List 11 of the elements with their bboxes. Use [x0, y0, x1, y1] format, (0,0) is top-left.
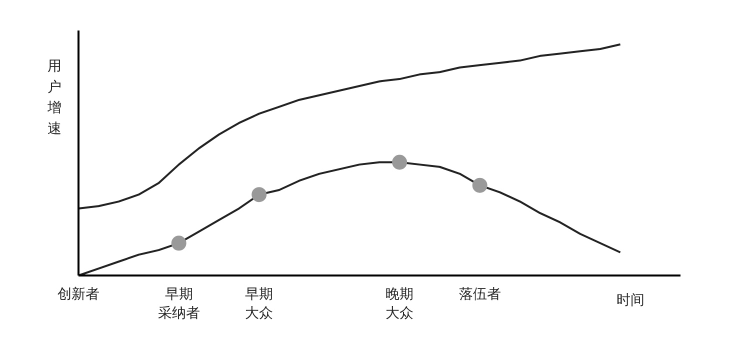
x-tick-label: 晚期大众: [386, 286, 414, 322]
point: [252, 187, 267, 202]
point: [171, 236, 186, 251]
x-axis-title: 时间: [616, 292, 644, 308]
y-axis-title: 用户增速: [46, 58, 62, 137]
x-tick-label: 创新者: [58, 286, 100, 302]
point: [392, 154, 408, 170]
x-tick-label: 早期采纳者: [158, 286, 200, 322]
point: [472, 178, 488, 193]
x-tick-label: 早期大众: [245, 286, 274, 322]
x-tick-label: 落伍者: [458, 286, 501, 302]
